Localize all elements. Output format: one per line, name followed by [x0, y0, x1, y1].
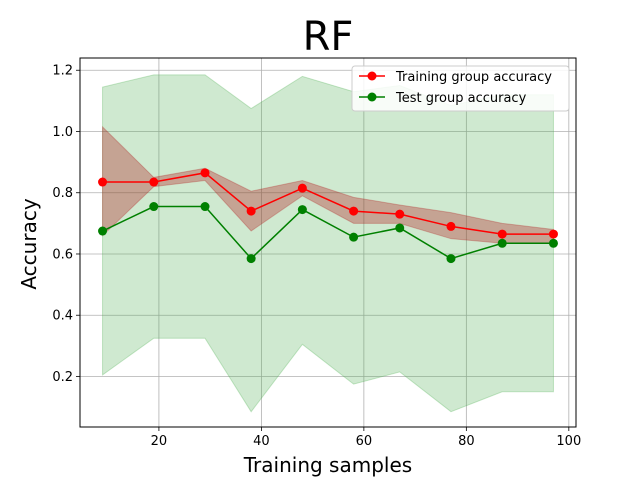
test-data-point [548, 238, 558, 248]
y-tick-label: 1.0 [52, 125, 73, 140]
y-tick-label: 0.4 [52, 309, 73, 324]
test-data-point [246, 254, 256, 264]
training-data-point [446, 221, 456, 231]
test-data-point [349, 232, 359, 242]
confidence-bands [102, 74, 554, 413]
training-data-point [98, 177, 108, 187]
training-series-line [102, 172, 554, 235]
plot-frame [79, 57, 577, 428]
training-data-point [548, 229, 558, 239]
x-axis-label: Training samples [243, 453, 412, 477]
y-tick-label: 0.8 [52, 186, 73, 201]
test-data-point [395, 223, 405, 233]
y-tick-label: 0.2 [52, 370, 73, 385]
legend: Training group accuracy Test group accur… [351, 65, 570, 112]
axis-ticks: 20 40 60 80 100 0.2 0.4 0.6 0.8 1.0 1.2 [52, 64, 581, 449]
test-data-point [200, 202, 210, 212]
x-tick-label: 80 [458, 434, 475, 449]
x-tick-label: 100 [556, 434, 581, 449]
test-data-point [297, 205, 307, 215]
y-tick-label: 0.6 [52, 247, 73, 262]
x-tick-label: 40 [253, 434, 270, 449]
series-lines [98, 168, 558, 264]
x-tick-label: 60 [356, 434, 373, 449]
test-data-point [149, 202, 159, 212]
test-std-band [102, 74, 554, 413]
legend-marker-training [367, 71, 377, 81]
test-data-point [98, 226, 108, 236]
training-data-point [395, 209, 405, 219]
training-data-point [497, 229, 507, 239]
training-data-point [200, 168, 210, 178]
training-data-point [149, 177, 159, 187]
training-data-point [297, 183, 307, 193]
test-data-point [497, 238, 507, 248]
y-tick-label: 1.2 [52, 64, 73, 79]
x-tick-label: 20 [151, 434, 168, 449]
test-series-line [102, 205, 554, 260]
chart-title: RF [303, 14, 354, 60]
legend-frame [351, 65, 570, 112]
test-data-point [446, 254, 456, 264]
legend-marker-test [367, 92, 377, 102]
training-data-point [246, 206, 256, 216]
training-data-point [349, 206, 359, 216]
legend-label-training: Training group accuracy [395, 70, 552, 85]
legend-label-test: Test group accuracy [395, 91, 527, 106]
grid [80, 58, 576, 427]
y-axis-label: Accuracy [17, 198, 41, 289]
